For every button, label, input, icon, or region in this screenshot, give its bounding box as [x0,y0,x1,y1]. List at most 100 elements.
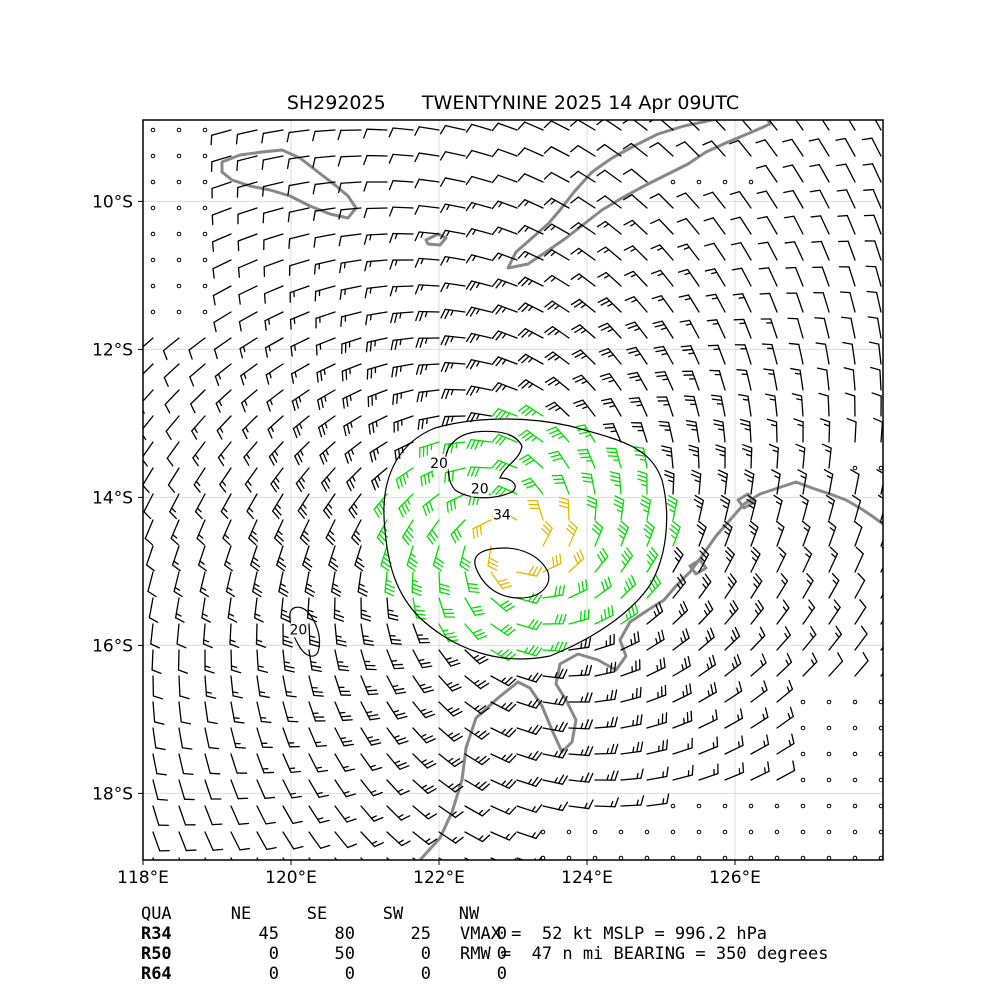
wind-barb [262,156,283,169]
wind-barb [569,609,589,624]
radii-value: 80 [279,924,355,944]
calm-marker [723,830,727,834]
wind-barb [638,471,647,494]
wind-barb [629,398,647,416]
wind-barb [439,650,460,666]
wind-barb [730,140,751,156]
wind-barb [818,368,829,390]
wind-barb [673,548,683,572]
wind-barb [269,442,283,465]
wind-barb [863,164,881,182]
contour-label: 20 [471,482,489,498]
wind-barb [168,468,179,492]
wind-barb [803,653,817,676]
wind-barb [231,728,245,748]
wind-barb [389,181,413,190]
wind-barb [546,402,569,416]
wind-barb [491,754,516,763]
wind-barb [361,624,374,645]
wind-barb [851,470,859,494]
wind-barb [492,201,517,208]
wind-barb [340,260,361,273]
wind-barb [243,416,257,439]
wind-barb [364,234,387,244]
calm-marker [853,804,857,808]
wind-barb [203,624,212,648]
wind-barb [355,546,364,571]
wind-barb [518,148,543,156]
wind-barb [309,806,329,823]
wind-barb [730,192,751,208]
wind-barb [855,626,867,650]
wind-barb [433,546,443,571]
wind-barb [679,295,699,312]
wind-barb [151,624,160,648]
calm-marker [853,726,857,730]
radii-value: 50 [279,944,355,964]
wind-barb [657,397,673,416]
wind-barb [171,520,179,545]
wind-barb [810,165,829,182]
wind-barb [199,546,207,571]
wind-barb [292,364,309,383]
wind-barb [335,624,346,646]
calm-marker [203,180,207,184]
wind-barb [788,318,803,338]
wind-barb [595,634,614,650]
wind-barb [786,267,803,286]
wind-barb [756,140,777,156]
wind-barb [549,451,569,468]
wind-barb [826,495,834,520]
wind-barb [725,655,741,676]
wind-barb [473,520,491,538]
wind-barb [213,260,231,278]
wind-barb [413,780,436,793]
wind-barb [699,764,718,780]
wind-barb [326,520,335,545]
wind-barb [255,598,264,622]
wind-barb [699,737,718,754]
wind-barb [697,521,706,546]
wind-barb [662,446,673,468]
wind-barb [823,444,832,468]
wind-barb [766,394,777,416]
wind-barb [491,572,511,588]
wind-barb [309,676,323,696]
wind-barb [595,606,613,624]
calm-marker [801,726,805,730]
wind-barb [231,832,249,850]
y-tick-label: 16°S [92,636,133,656]
wind-barb [275,520,284,545]
wind-barb [545,327,569,338]
wind-barb [257,780,274,798]
wind-barb [621,548,632,572]
wind-barb [242,390,257,412]
wind-barb [441,204,465,212]
wind-barb [569,550,584,572]
wind-barb [587,496,596,520]
wind-barb [466,150,491,158]
calm-marker [151,154,155,158]
wind-barb [492,305,517,314]
calm-marker [853,752,857,756]
wind-barb [338,156,361,166]
wind-barb [517,566,541,576]
wind-barb [315,286,335,301]
wind-barb [390,286,413,296]
wind-barb [365,260,387,271]
wind-barb [317,364,335,382]
wind-barb [574,400,595,416]
wind-barb [864,190,881,208]
wind-barb [777,600,789,624]
wind-barb [872,393,881,416]
wind-barb [238,234,257,250]
wind-barb [621,742,643,754]
wind-barb [217,416,231,439]
wind-barb [245,468,257,492]
calm-marker [619,830,623,834]
wind-barb [867,292,881,312]
wind-barb [650,143,673,156]
wind-barb [465,754,489,765]
wind-barb [143,468,153,492]
wind-barb [677,219,699,234]
